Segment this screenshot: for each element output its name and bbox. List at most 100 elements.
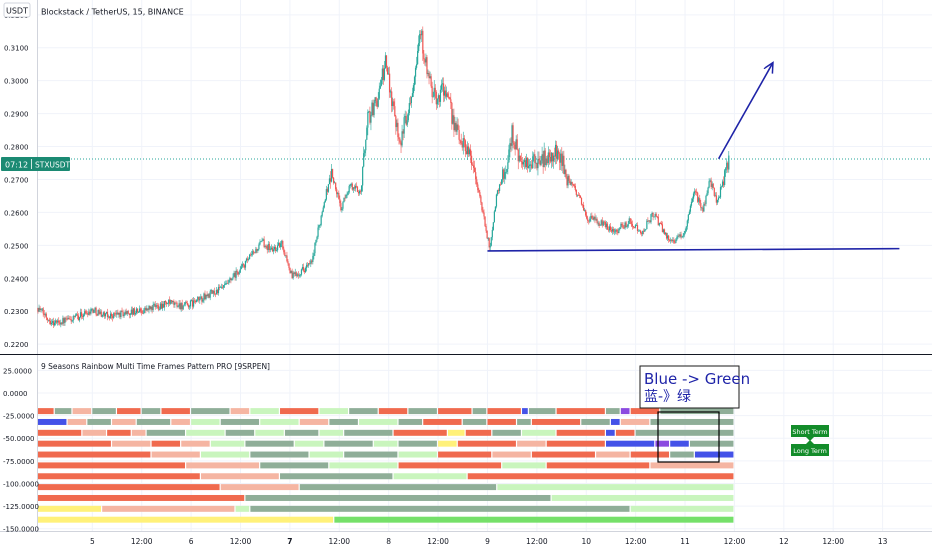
- candle-body: [227, 283, 229, 284]
- candle-body: [178, 303, 180, 307]
- heatmap-cell: [393, 473, 467, 480]
- candle-body: [394, 106, 396, 117]
- candle-body: [482, 210, 484, 213]
- candle-body: [543, 150, 545, 168]
- heatmap-cell: [319, 408, 348, 415]
- candle-body: [613, 229, 615, 232]
- candle-body: [450, 99, 452, 103]
- candle-body: [365, 139, 367, 151]
- heatmap-cell: [517, 418, 531, 425]
- candle-body: [229, 278, 231, 281]
- time-axis[interactable]: 5 12:00 6 12:00 7 12:00 8 12:00 9 12:00 10 12:00 11 1…: [90, 537, 888, 546]
- candle-body: [506, 169, 508, 172]
- candle-body: [536, 163, 538, 169]
- candle-body: [449, 97, 451, 100]
- long-term-tag[interactable]: [791, 444, 829, 456]
- candle-body: [558, 150, 560, 154]
- candle-body: [453, 115, 455, 131]
- candle-body: [201, 296, 203, 302]
- highlight-box[interactable]: [657, 411, 720, 463]
- candle-body: [272, 249, 275, 252]
- candle-body: [386, 67, 389, 75]
- candle-body: [681, 236, 683, 238]
- indicator-grid: [38, 355, 932, 531]
- candle-body: [717, 197, 720, 200]
- candle-body: [181, 303, 183, 310]
- indicator-axis[interactable]: 25.0000 0.0000 -25.0000 -50.0000 -75.0000 -10…: [3, 367, 39, 533]
- candle-body: [258, 244, 260, 250]
- candle-body: [50, 322, 53, 325]
- candle-body: [677, 235, 679, 237]
- candle-body: [105, 311, 108, 314]
- currency-badge[interactable]: [3, 2, 31, 18]
- breakout-arrow[interactable]: [717, 63, 773, 160]
- annotation-callout[interactable]: [639, 365, 740, 409]
- candle-body: [331, 168, 334, 178]
- candle-body: [241, 264, 243, 267]
- candle-body: [102, 312, 104, 315]
- heatmap-cell: [359, 418, 398, 425]
- candle-body: [421, 30, 423, 36]
- candle-body: [678, 235, 680, 237]
- time-tick-label: 12:00: [526, 537, 548, 546]
- candle-body: [692, 193, 695, 199]
- rainbow-heatmap[interactable]: [38, 408, 734, 523]
- heatmap-cell: [235, 505, 250, 512]
- candle-body: [76, 314, 79, 316]
- candle-body: [211, 289, 213, 294]
- candle-body: [70, 319, 72, 322]
- candle-body: [489, 245, 491, 248]
- price-axis[interactable]: 0.2200 0.2300 0.2400 0.2500 0.2600 0.2700 0.28…: [4, 12, 29, 349]
- candle-body: [301, 267, 304, 270]
- candle-body: [575, 189, 577, 196]
- candle-body: [502, 169, 504, 180]
- candle-body: [363, 153, 365, 167]
- support-trendline[interactable]: [487, 247, 900, 252]
- candle-body: [177, 306, 179, 308]
- last-price-badge[interactable]: [1, 157, 70, 171]
- heatmap-cell: [38, 440, 111, 447]
- candle-body: [381, 68, 383, 81]
- heatmap-cell: [141, 408, 161, 415]
- heatmap-cell: [67, 418, 87, 425]
- candle-body: [48, 319, 51, 321]
- candle-body: [547, 152, 549, 163]
- candle-body: [173, 300, 175, 305]
- candle-body: [390, 91, 392, 93]
- candle-body: [41, 308, 43, 310]
- heatmap-cell: [487, 418, 516, 425]
- candle-body: [128, 313, 130, 315]
- candle-body: [191, 300, 194, 307]
- candle-body: [342, 202, 344, 209]
- heatmap-cell: [556, 429, 605, 436]
- heatmap-cell: [171, 418, 190, 425]
- candlestick-series[interactable]: [37, 26, 730, 328]
- heatmap-cell: [87, 418, 111, 425]
- candle-body: [47, 319, 49, 321]
- candle-body: [217, 287, 220, 294]
- candle-body: [707, 187, 709, 194]
- indicator-tick-label: -50.0000: [3, 435, 34, 443]
- candle-body: [151, 306, 153, 310]
- candle-body: [595, 218, 597, 220]
- candle-body: [680, 234, 682, 237]
- candle-body: [100, 311, 102, 317]
- candle-body: [423, 53, 425, 60]
- candle-body: [509, 143, 511, 150]
- candle-body: [118, 312, 120, 315]
- candle-body: [265, 246, 267, 247]
- candle-body: [315, 239, 317, 244]
- candle-body: [292, 272, 294, 279]
- candle-body: [57, 320, 59, 323]
- candle-body: [175, 302, 177, 304]
- candle-body: [352, 187, 354, 190]
- short-term-tag[interactable]: [791, 425, 829, 437]
- candle-body: [278, 242, 280, 246]
- candle-body: [312, 255, 314, 262]
- candle-body: [443, 90, 446, 96]
- candle-body: [142, 312, 144, 314]
- candle-body: [107, 316, 110, 318]
- candle-body: [273, 246, 276, 250]
- indicator-tick-label: -125.0000: [3, 503, 39, 511]
